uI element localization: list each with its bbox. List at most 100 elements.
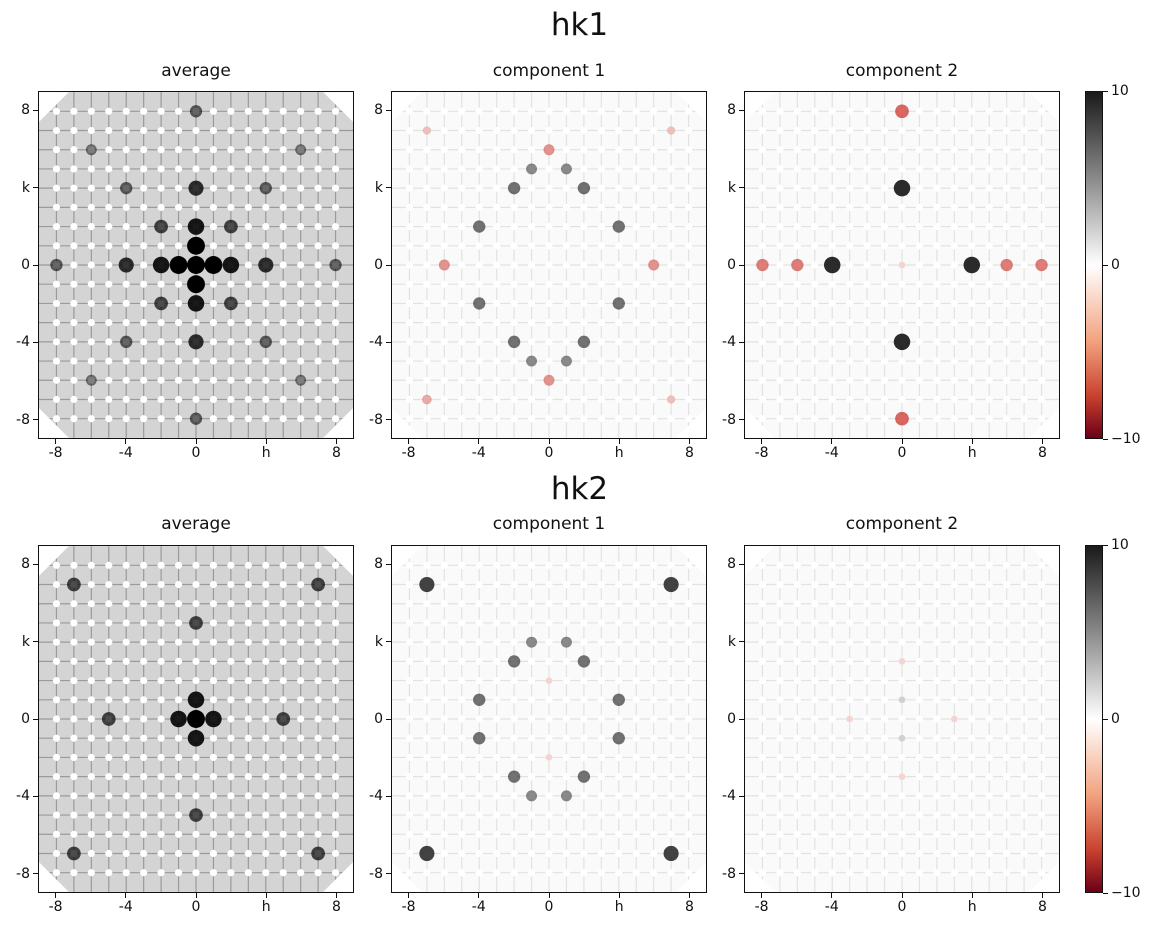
masked-bragg-dot [279,580,287,589]
masked-bragg-dot [667,773,675,781]
masked-bragg-dot [632,319,640,327]
masked-bragg-dot [950,830,958,838]
masked-bragg-dot [811,600,819,608]
masked-bragg-dot [968,126,976,135]
masked-bragg-dot [985,223,993,231]
x-tick-label: 8 [684,899,694,915]
masked-bragg-dot [667,395,675,404]
masked-bragg-dot [684,600,693,608]
masked-bragg-dot [933,677,941,685]
masked-bragg-dot [758,773,767,781]
masked-bragg-dot [279,184,287,192]
masked-bragg-dot [545,242,553,250]
masked-bragg-dot [828,619,836,627]
masked-bragg-dot [262,203,270,211]
masked-bragg-dot [314,165,322,173]
masked-bragg-dot [545,357,553,365]
masked-bragg-dot [580,561,588,569]
masked-bragg-dot [244,299,252,307]
masked-bragg-dot [776,734,784,742]
masked-bragg-dot [52,203,61,211]
x-tick-mark [971,439,973,444]
masked-bragg-dot [545,319,553,327]
masked-bragg-dot [423,600,431,608]
masked-bragg-dot [758,657,767,665]
masked-bragg-dot [650,753,658,761]
masked-bragg-dot [227,734,235,742]
masked-bragg-dot [510,319,518,327]
masked-bragg-dot [140,600,148,608]
masked-bragg-dot [915,107,924,115]
masked-bragg-dot [314,792,322,800]
masked-bragg-dot [279,869,287,877]
masked-bragg-dot [510,376,518,384]
masked-bragg-dot [933,203,941,211]
masked-bragg-dot [70,638,78,646]
masked-bragg-dot [70,734,78,742]
masked-bragg-dot [405,107,414,115]
y-tick-label: k [727,179,736,196]
masked-bragg-dot [615,657,623,665]
masked-bragg-dot [545,638,553,646]
masked-bragg-dot [597,126,605,135]
masked-bragg-dot [87,203,95,211]
masked-bragg-dot [1037,638,1046,646]
masked-bragg-dot [279,753,287,761]
masked-bragg-dot [244,338,252,346]
masked-bragg-dot [122,146,130,154]
masked-bragg-dot [140,223,148,231]
masked-bragg-dot [493,203,501,211]
masked-bragg-dot [667,165,675,173]
diffuse-peak [667,126,676,135]
masked-bragg-dot [440,734,448,742]
masked-bragg-dot [632,223,640,231]
masked-bragg-dot [87,184,95,192]
diffuse-peak [663,845,679,862]
diffuse-peak [950,715,958,723]
heatmap-image [745,546,1059,892]
masked-bragg-dot [811,638,819,646]
masked-bragg-dot [244,811,252,819]
masked-bragg-dot [650,638,658,646]
masked-bragg-dot [1037,203,1046,211]
masked-bragg-dot [597,657,605,665]
masked-bragg-dot [650,126,658,135]
masked-bragg-dot [632,261,640,269]
masked-bragg-dot [157,415,165,423]
masked-bragg-dot [758,126,767,135]
masked-bragg-dot [331,753,340,761]
masked-bragg-dot [157,753,165,761]
masked-bragg-dot [597,338,605,346]
masked-bragg-dot [811,869,819,877]
masked-bragg-dot [985,415,993,423]
diffuse-peak [419,845,435,862]
masked-bragg-dot [458,223,466,231]
masked-bragg-dot [580,299,588,307]
masked-bragg-dot [915,600,924,608]
masked-bragg-dot [846,126,854,135]
masked-bragg-dot [314,638,322,646]
masked-bragg-dot [811,849,819,858]
masked-bragg-dot [933,753,941,761]
diffuse-peak [187,256,205,274]
masked-bragg-dot [297,849,305,858]
masked-bragg-dot [192,319,200,327]
masked-bragg-dot [863,395,871,404]
masked-bragg-dot [597,299,605,307]
masked-bragg-dot [580,580,588,589]
masked-bragg-dot [915,734,924,742]
masked-bragg-dot [423,261,431,269]
masked-bragg-dot [863,319,871,327]
masked-bragg-dot [811,580,819,589]
masked-bragg-dot [527,715,536,723]
masked-bragg-dot [262,619,270,627]
masked-bragg-dot [192,849,200,858]
masked-bragg-dot [510,415,518,423]
masked-bragg-dot [122,734,130,742]
masked-bragg-dot [279,811,287,819]
masked-bragg-dot [493,677,501,685]
masked-bragg-dot [828,280,836,288]
masked-bragg-dot [684,869,693,877]
masked-bragg-dot [985,734,993,742]
masked-bragg-dot [157,696,165,704]
